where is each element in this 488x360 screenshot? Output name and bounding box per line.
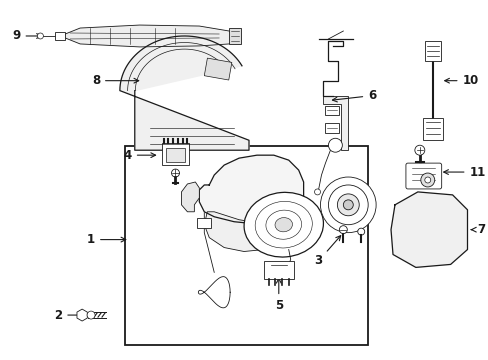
Text: 8: 8: [92, 74, 139, 87]
Text: 6: 6: [332, 89, 376, 102]
Circle shape: [171, 169, 179, 177]
Bar: [124, 146, 367, 345]
Bar: [165, 148, 185, 162]
Text: 7: 7: [470, 223, 485, 236]
Text: 3: 3: [314, 236, 340, 267]
Polygon shape: [199, 155, 303, 224]
Ellipse shape: [244, 192, 323, 257]
Ellipse shape: [274, 217, 292, 232]
Text: 11: 11: [443, 166, 485, 179]
Text: 1: 1: [87, 233, 125, 246]
Bar: [197, 218, 211, 228]
Circle shape: [420, 173, 434, 187]
Ellipse shape: [255, 201, 312, 248]
Text: 5: 5: [274, 278, 283, 312]
Bar: [55, 32, 65, 40]
Bar: [204, 58, 231, 80]
Circle shape: [328, 138, 342, 152]
Polygon shape: [181, 182, 199, 212]
Circle shape: [320, 177, 375, 233]
FancyBboxPatch shape: [405, 163, 441, 189]
Bar: [424, 41, 440, 61]
Bar: [161, 143, 189, 165]
Polygon shape: [204, 212, 273, 252]
Circle shape: [343, 200, 352, 210]
Circle shape: [314, 189, 320, 195]
Circle shape: [357, 228, 364, 235]
Circle shape: [87, 311, 95, 319]
Bar: [325, 105, 339, 116]
Bar: [325, 123, 339, 133]
Circle shape: [414, 145, 424, 155]
Bar: [229, 28, 241, 44]
Ellipse shape: [265, 210, 301, 239]
Bar: [264, 261, 293, 279]
Text: 2: 2: [54, 309, 84, 321]
Polygon shape: [120, 36, 248, 150]
Polygon shape: [323, 95, 347, 150]
Text: 9: 9: [12, 30, 41, 42]
Circle shape: [328, 185, 367, 225]
Polygon shape: [77, 309, 87, 321]
Circle shape: [337, 194, 359, 216]
Circle shape: [424, 177, 430, 183]
Circle shape: [339, 226, 346, 234]
Text: 10: 10: [444, 74, 478, 87]
Polygon shape: [62, 25, 234, 47]
Polygon shape: [390, 192, 467, 267]
Text: 4: 4: [123, 149, 155, 162]
Circle shape: [38, 33, 43, 39]
Bar: [422, 118, 442, 140]
